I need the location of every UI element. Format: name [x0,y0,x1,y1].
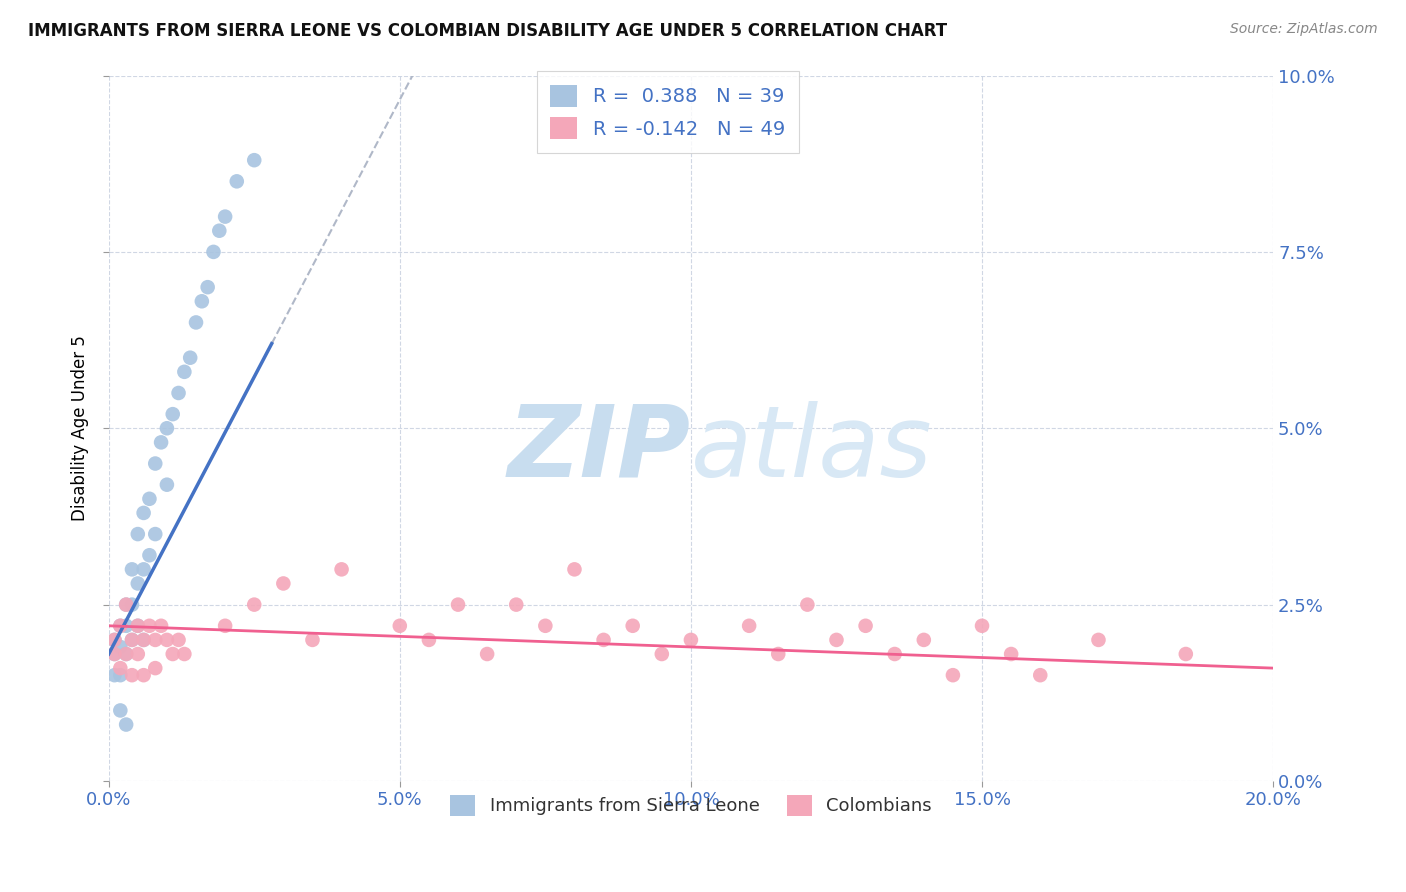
Point [121,632,143,647]
Point [110,668,132,682]
Point [883,647,905,661]
Point [162,647,184,661]
Point [214,210,236,224]
Point [167,632,190,647]
Point [738,619,761,633]
Point [110,703,132,717]
Y-axis label: Disability Age Under 5: Disability Age Under 5 [72,335,89,521]
Point [208,224,231,238]
Point [1087,632,1109,647]
Point [110,619,132,633]
Point [173,647,195,661]
Point [132,668,155,682]
Point [103,647,125,661]
Point [121,668,143,682]
Point [197,280,219,294]
Point [127,576,149,591]
Point [825,632,848,647]
Point [214,619,236,633]
Point [115,598,138,612]
Point [388,619,411,633]
Point [110,640,132,654]
Point [143,457,166,471]
Point [273,576,295,591]
Point [855,619,877,633]
Point [202,244,225,259]
Point [115,619,138,633]
Point [150,435,173,450]
Point [912,632,935,647]
Point [110,661,132,675]
Point [243,153,266,168]
Point [121,598,143,612]
Point [942,668,965,682]
Point [534,619,557,633]
Legend: Immigrants from Sierra Leone, Colombians: Immigrants from Sierra Leone, Colombians [441,786,941,825]
Point [138,548,160,562]
Point [418,632,440,647]
Point [132,632,155,647]
Point [143,661,166,675]
Point [132,506,155,520]
Point [1174,647,1197,661]
Point [127,527,149,541]
Point [184,315,207,329]
Point [121,562,143,576]
Point [103,647,125,661]
Point [970,619,993,633]
Point [103,668,125,682]
Point [179,351,201,365]
Point [110,619,132,633]
Point [138,491,160,506]
Point [564,562,586,576]
Point [132,562,155,576]
Point [651,647,673,661]
Point [243,598,266,612]
Point [796,598,818,612]
Point [127,619,149,633]
Point [115,717,138,731]
Point [127,619,149,633]
Point [115,598,138,612]
Point [156,421,179,435]
Point [115,647,138,661]
Point [127,647,149,661]
Text: IMMIGRANTS FROM SIERRA LEONE VS COLOMBIAN DISABILITY AGE UNDER 5 CORRELATION CHA: IMMIGRANTS FROM SIERRA LEONE VS COLOMBIA… [28,22,948,40]
Point [121,632,143,647]
Point [150,619,173,633]
Text: ZIP: ZIP [508,401,690,498]
Text: atlas: atlas [690,401,932,498]
Point [156,632,179,647]
Point [679,632,702,647]
Point [138,619,160,633]
Point [1029,668,1052,682]
Point [162,407,184,421]
Point [143,632,166,647]
Point [330,562,353,576]
Point [132,632,155,647]
Point [156,477,179,491]
Point [475,647,498,661]
Text: Source: ZipAtlas.com: Source: ZipAtlas.com [1230,22,1378,37]
Point [167,386,190,401]
Point [1000,647,1022,661]
Point [173,365,195,379]
Point [103,632,125,647]
Point [103,632,125,647]
Point [191,294,214,309]
Point [115,647,138,661]
Point [447,598,470,612]
Point [225,174,247,188]
Point [768,647,790,661]
Point [143,527,166,541]
Point [301,632,323,647]
Point [505,598,527,612]
Point [621,619,644,633]
Point [592,632,614,647]
